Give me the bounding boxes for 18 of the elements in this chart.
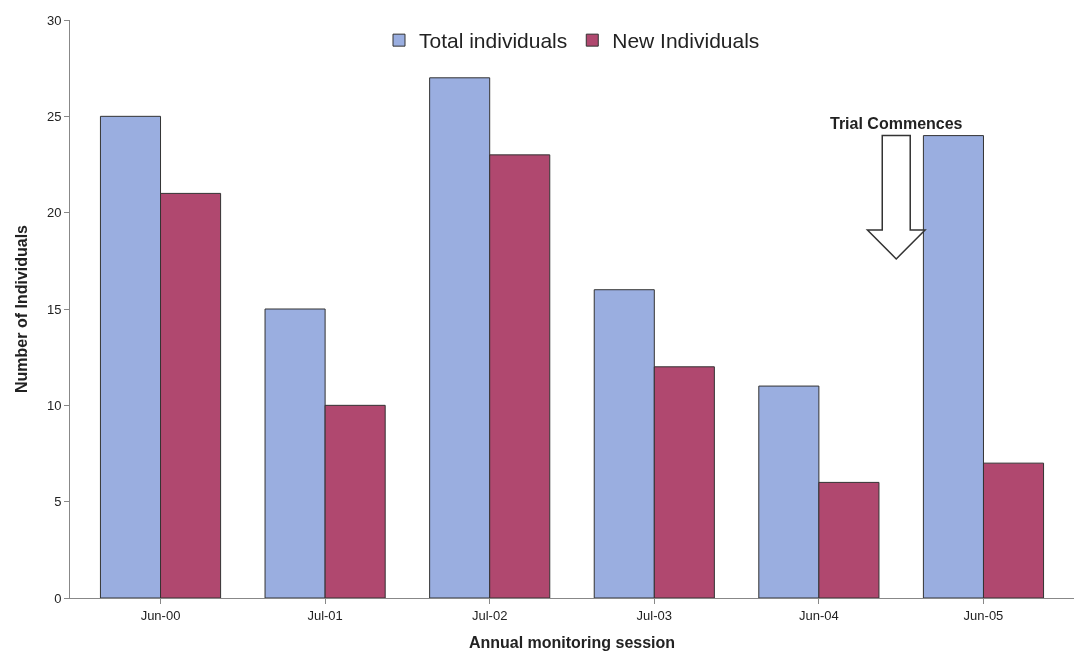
x-tick-label: Jun-05 [963,607,1004,623]
x-axis-title: Annual monitoring session [468,634,676,652]
x-tick-label: Jun-00 [140,607,181,623]
y-tick-label: 30 [46,12,62,28]
y-tick-label: 0 [54,590,62,606]
y-tick-label: 15 [46,301,62,317]
x-tick-label: Jun-04 [799,607,839,623]
y-tick-label: 10 [46,397,62,413]
x-tick-label: Jul-02 [471,607,508,623]
y-tick-label: 20 [46,205,62,221]
y-tick-label: 5 [54,494,62,510]
legend-label: Total individuals [419,29,568,53]
y-tick-label: 25 [46,108,62,124]
y-axis-title: Number of Individuals [12,224,30,394]
legend-label: New Individuals [612,29,760,53]
annotation: Trial Commences [830,115,963,132]
x-tick-label: Jul-01 [307,607,343,623]
x-tick-label: Jul-03 [636,607,673,623]
